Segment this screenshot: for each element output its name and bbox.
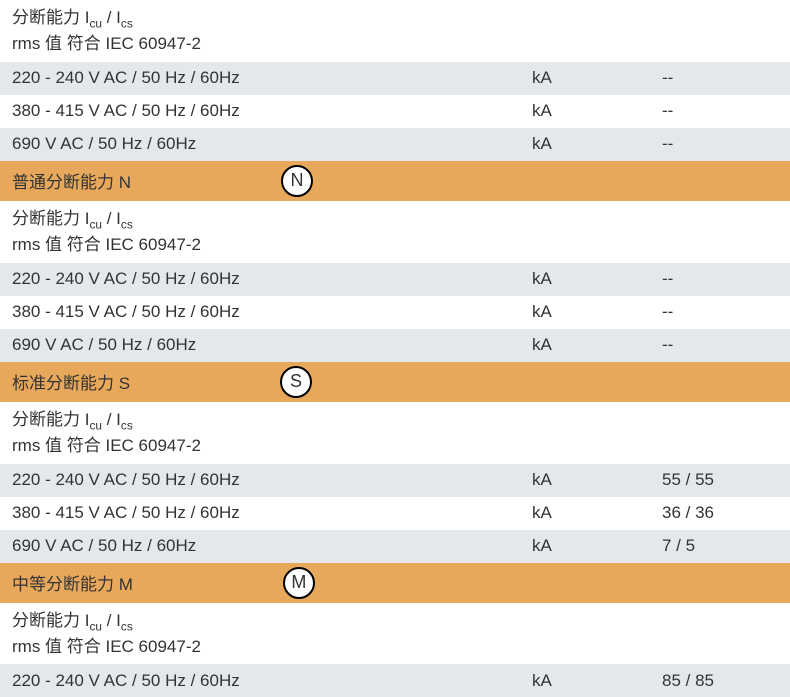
header-row-top: 分断能力 Icu / Ics rms 值 符合 IEC 60947-2 [0, 0, 790, 62]
m-icon: M [283, 567, 315, 599]
header-mid: / I [102, 8, 121, 27]
header-sub2: cs [121, 16, 133, 30]
value-cell: -- [662, 134, 778, 154]
param-cell: 380 - 415 V AC / 50 Hz / 60Hz [12, 101, 532, 121]
header-row-n: 分断能力 Icu / Ics rms 值 符合 IEC 60947-2 [0, 201, 790, 263]
param-cell: 380 - 415 V AC / 50 Hz / 60Hz [12, 302, 532, 322]
table-row: 220 - 240 V AC / 50 Hz / 60Hz kA 85 / 85 [0, 664, 790, 697]
header-sub1: cu [89, 16, 102, 30]
section-m-title: 中等分断能力 M [12, 570, 133, 595]
header-prefix: 分断能力 I [12, 410, 89, 429]
section-s-title: 标准分断能力 S [12, 369, 130, 394]
value-cell: 36 / 36 [662, 503, 778, 523]
unit-cell: kA [532, 101, 662, 121]
table-row: 690 V AC / 50 Hz / 60Hz kA -- [0, 329, 790, 362]
header-mid: / I [102, 410, 121, 429]
value-cell: 85 / 85 [662, 671, 778, 691]
param-cell: 220 - 240 V AC / 50 Hz / 60Hz [12, 671, 532, 691]
n-icon: N [281, 165, 313, 197]
header-prefix: 分断能力 I [12, 611, 89, 630]
section-n-title: 普通分断能力 N [12, 168, 131, 193]
unit-cell: kA [532, 269, 662, 289]
breaking-capacity-header: 分断能力 Icu / Ics rms 值 符合 IEC 60947-2 [12, 408, 532, 458]
header-mid: / I [102, 611, 121, 630]
table-row: 220 - 240 V AC / 50 Hz / 60Hz kA -- [0, 263, 790, 296]
param-cell: 220 - 240 V AC / 50 Hz / 60Hz [12, 68, 532, 88]
header-prefix: 分断能力 I [12, 8, 89, 27]
header-sub2: cs [121, 619, 133, 633]
param-cell: 690 V AC / 50 Hz / 60Hz [12, 536, 532, 556]
header-row-m: 分断能力 Icu / Ics rms 值 符合 IEC 60947-2 [0, 603, 790, 665]
breaking-capacity-header: 分断能力 Icu / Ics rms 值 符合 IEC 60947-2 [12, 609, 532, 659]
table-row: 380 - 415 V AC / 50 Hz / 60Hz kA -- [0, 95, 790, 128]
header-sub1: cu [89, 619, 102, 633]
header-line2: rms 值 符合 IEC 60947-2 [12, 637, 201, 656]
table-row: 690 V AC / 50 Hz / 60Hz kA 7 / 5 [0, 530, 790, 563]
unit-cell: kA [532, 335, 662, 355]
header-sub1: cu [89, 217, 102, 231]
spec-table: 分断能力 Icu / Ics rms 值 符合 IEC 60947-2 220 … [0, 0, 790, 697]
value-cell: -- [662, 269, 778, 289]
breaking-capacity-header: 分断能力 Icu / Ics rms 值 符合 IEC 60947-2 [12, 207, 532, 257]
header-sub2: cs [121, 217, 133, 231]
unit-cell: kA [532, 470, 662, 490]
param-cell: 690 V AC / 50 Hz / 60Hz [12, 134, 532, 154]
table-row: 380 - 415 V AC / 50 Hz / 60Hz kA -- [0, 296, 790, 329]
value-cell: -- [662, 335, 778, 355]
unit-cell: kA [532, 536, 662, 556]
header-mid: / I [102, 209, 121, 228]
header-sub2: cs [121, 418, 133, 432]
value-cell: -- [662, 302, 778, 322]
value-cell: -- [662, 101, 778, 121]
param-cell: 220 - 240 V AC / 50 Hz / 60Hz [12, 269, 532, 289]
s-icon: S [280, 366, 312, 398]
header-sub1: cu [89, 418, 102, 432]
unit-cell: kA [532, 503, 662, 523]
section-header-n: 普通分断能力 N N [0, 161, 790, 201]
table-row: 380 - 415 V AC / 50 Hz / 60Hz kA 36 / 36 [0, 497, 790, 530]
table-row: 690 V AC / 50 Hz / 60Hz kA -- [0, 128, 790, 161]
section-header-m: 中等分断能力 M M [0, 563, 790, 603]
header-line2: rms 值 符合 IEC 60947-2 [12, 436, 201, 455]
section-header-s: 标准分断能力 S S [0, 362, 790, 402]
unit-cell: kA [532, 68, 662, 88]
unit-cell: kA [532, 302, 662, 322]
header-line2: rms 值 符合 IEC 60947-2 [12, 34, 201, 53]
param-cell: 380 - 415 V AC / 50 Hz / 60Hz [12, 503, 532, 523]
value-cell: -- [662, 68, 778, 88]
header-prefix: 分断能力 I [12, 209, 89, 228]
param-cell: 220 - 240 V AC / 50 Hz / 60Hz [12, 470, 532, 490]
value-cell: 7 / 5 [662, 536, 778, 556]
table-row: 220 - 240 V AC / 50 Hz / 60Hz kA 55 / 55 [0, 464, 790, 497]
table-row: 220 - 240 V AC / 50 Hz / 60Hz kA -- [0, 62, 790, 95]
header-row-s: 分断能力 Icu / Ics rms 值 符合 IEC 60947-2 [0, 402, 790, 464]
unit-cell: kA [532, 134, 662, 154]
breaking-capacity-header: 分断能力 Icu / Ics rms 值 符合 IEC 60947-2 [12, 6, 532, 56]
unit-cell: kA [532, 671, 662, 691]
value-cell: 55 / 55 [662, 470, 778, 490]
header-line2: rms 值 符合 IEC 60947-2 [12, 235, 201, 254]
param-cell: 690 V AC / 50 Hz / 60Hz [12, 335, 532, 355]
